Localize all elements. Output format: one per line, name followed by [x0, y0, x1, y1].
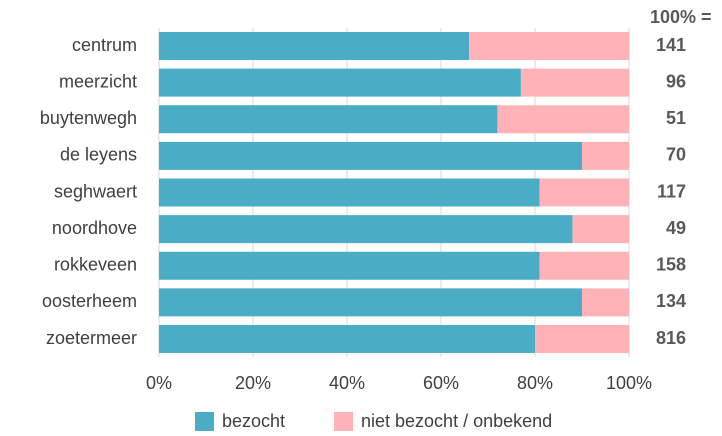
legend-label: niet bezocht / onbekend [361, 411, 552, 431]
legend-label: bezocht [222, 411, 285, 431]
bar-segment [520, 68, 629, 97]
x-tick-label: 40% [329, 373, 365, 393]
bar-segment [572, 215, 629, 244]
total-label: 96 [666, 71, 686, 91]
bar-segment [159, 178, 540, 207]
y-tick-label: oosterheem [42, 291, 137, 311]
bar-segment [159, 105, 498, 134]
bar-segment [159, 68, 521, 97]
legend-swatch [334, 412, 353, 431]
bar-segment [159, 288, 582, 317]
bar-segment [535, 325, 629, 353]
bar-segment [582, 288, 629, 317]
y-tick-label: zoetermeer [46, 328, 137, 348]
total-label: 134 [656, 291, 686, 311]
bar-segment [539, 178, 629, 207]
x-tick-label: 0% [146, 373, 172, 393]
y-tick-label: rokkeveen [54, 255, 137, 275]
total-label: 70 [666, 145, 686, 165]
total-label: 51 [666, 108, 686, 128]
bar-segment [497, 105, 629, 134]
y-tick-label: meerzicht [59, 71, 137, 91]
total-label: 158 [656, 255, 686, 275]
bar-segment [159, 215, 573, 244]
bar-segment [582, 141, 629, 170]
x-tick-label: 60% [423, 373, 459, 393]
total-label: 141 [656, 35, 686, 55]
y-tick-label: de leyens [60, 145, 137, 165]
bar-segment [539, 251, 629, 280]
bar-segment [159, 32, 470, 60]
y-tick-label: seghwaert [54, 181, 137, 201]
totals-header: 100% = [650, 7, 712, 27]
x-tick-label: 20% [235, 373, 271, 393]
x-tick-label: 80% [517, 373, 553, 393]
total-label: 117 [657, 181, 686, 201]
total-label: 816 [656, 328, 686, 348]
x-tick-label: 100% [606, 373, 652, 393]
y-tick-label: buytenwegh [40, 108, 137, 128]
total-label: 49 [666, 218, 686, 238]
bar-segment [159, 251, 540, 280]
bar-segment [159, 325, 535, 353]
legend-swatch [195, 412, 214, 431]
bar-segment [469, 32, 629, 60]
y-tick-label: centrum [72, 35, 137, 55]
y-tick-label: noordhove [52, 218, 137, 238]
bar-segment [159, 141, 582, 170]
